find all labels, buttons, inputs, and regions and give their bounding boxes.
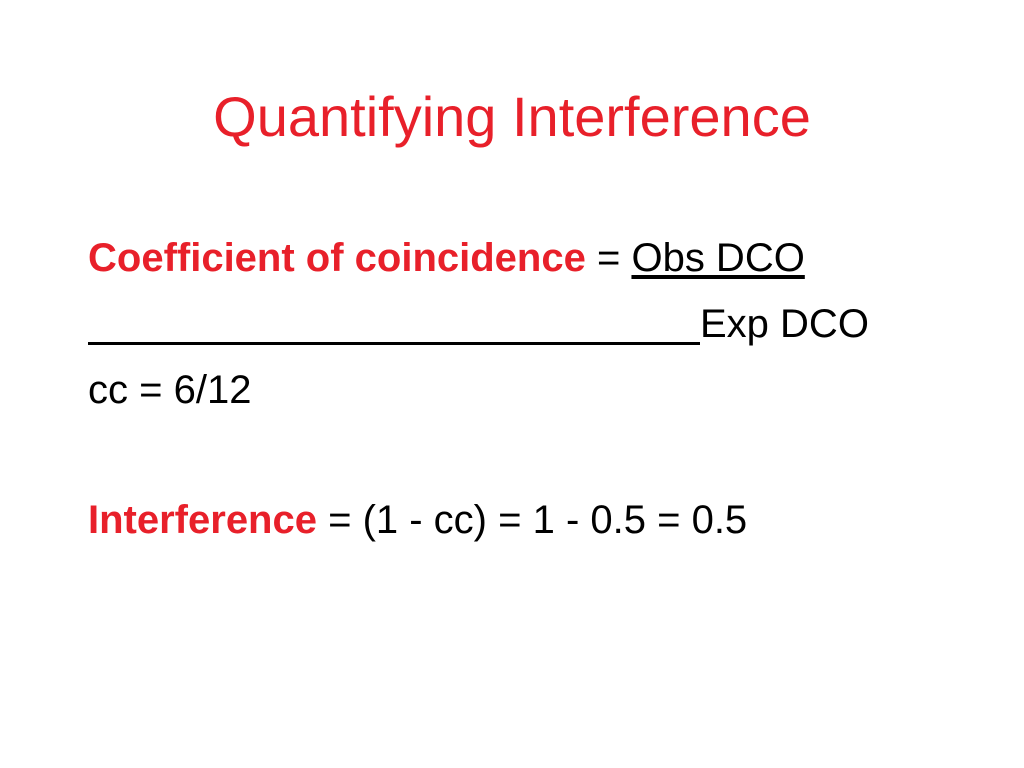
interference-term: Interference (88, 498, 317, 542)
fraction-bar (88, 342, 700, 345)
fraction-line: Exp DCO (88, 300, 869, 348)
equals: = (585, 236, 632, 280)
coefficient-term: Coefficient of coincidence (88, 236, 586, 280)
denominator: Exp DCO (700, 302, 869, 346)
cc-line: cc = 6/12 (88, 368, 252, 412)
slide-title: Quantifying Interference (213, 85, 811, 148)
interference-line: Interference = (1 - cc) = 1 - 0.5 = 0.5 (88, 496, 747, 544)
numerator: Obs DCO (631, 236, 805, 280)
interference-formula: = (1 - cc) = 1 - 0.5 = 0.5 (316, 498, 748, 542)
coefficient-line: Coefficient of coincidence = Obs DCO (88, 234, 805, 282)
